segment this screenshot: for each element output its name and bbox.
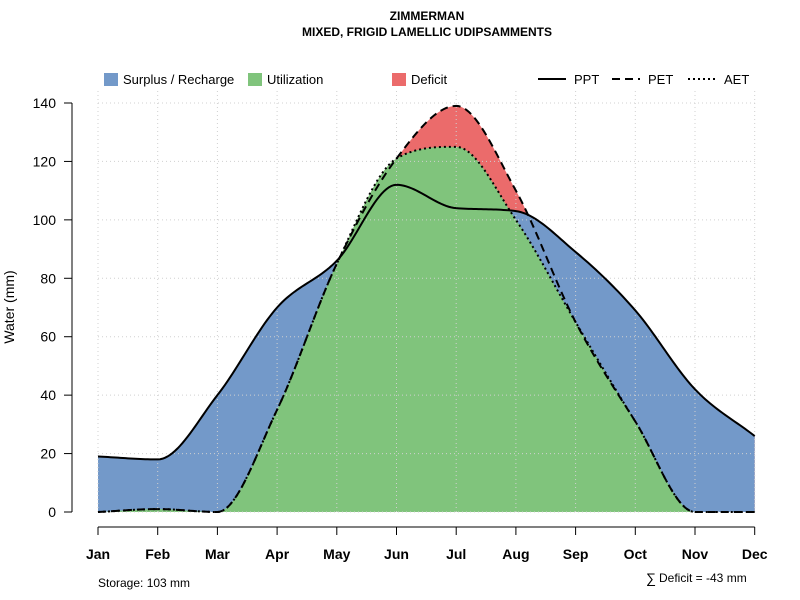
storage-annotation: Storage: 103 mm <box>98 576 190 590</box>
chart-title: ZIMMERMAN <box>390 9 465 23</box>
series-line-pet <box>97 104 755 514</box>
x-tick-label: Jan <box>86 546 110 562</box>
legend: Surplus / Recharge Utilization Deficit PPT P… <box>104 72 749 87</box>
y-axis-label: Water (mm) <box>1 270 17 343</box>
legend-label: Deficit <box>411 72 448 87</box>
area-layer <box>98 105 755 513</box>
legend-label: Utilization <box>267 72 323 87</box>
legend-swatch <box>248 73 262 86</box>
legend-swatch <box>392 73 406 86</box>
lines-layer <box>97 104 756 514</box>
y-tick-label: 40 <box>40 387 56 403</box>
x-tick-label: Nov <box>682 546 709 562</box>
legend-swatch <box>104 73 118 86</box>
axes-layer: 0 20 40 60 80 100 120 140 Jan Feb Mar Apr May Jun Jul A… <box>33 95 768 562</box>
x-tick-label: Mar <box>205 546 230 562</box>
deficit-annotation: Deficit = -43 mm <box>659 571 747 585</box>
chart-subtitle: MIXED, FRIGID LAMELLIC UDIPSAMMENTS <box>302 25 552 39</box>
y-tick-label: 100 <box>33 212 57 228</box>
y-tick-label: 80 <box>40 270 56 286</box>
utilization-area <box>98 146 755 512</box>
legend-label: PPT <box>574 72 599 87</box>
sum-symbol: ∑ <box>646 570 656 586</box>
legend-label: PET <box>648 72 673 87</box>
legend-label: Surplus / Recharge <box>123 72 234 87</box>
x-tick-label: Jul <box>446 546 466 562</box>
x-tick-label: Feb <box>145 546 170 562</box>
x-tick-label: Dec <box>742 546 768 562</box>
y-tick-label: 20 <box>40 446 56 462</box>
legend-label: AET <box>724 72 749 87</box>
x-tick-label: Jun <box>384 546 409 562</box>
x-tick-label: Sep <box>563 546 589 562</box>
y-tick-label: 140 <box>33 95 57 111</box>
x-tick-label: May <box>323 546 350 562</box>
y-tick-label: 0 <box>48 504 56 520</box>
x-tick-label: Oct <box>624 546 648 562</box>
y-tick-label: 120 <box>33 153 57 169</box>
x-tick-label: Apr <box>265 546 290 562</box>
x-tick-label: Aug <box>502 546 529 562</box>
y-tick-label: 60 <box>40 329 56 345</box>
grid-layer <box>97 91 756 513</box>
series-line-ppt <box>97 183 756 461</box>
